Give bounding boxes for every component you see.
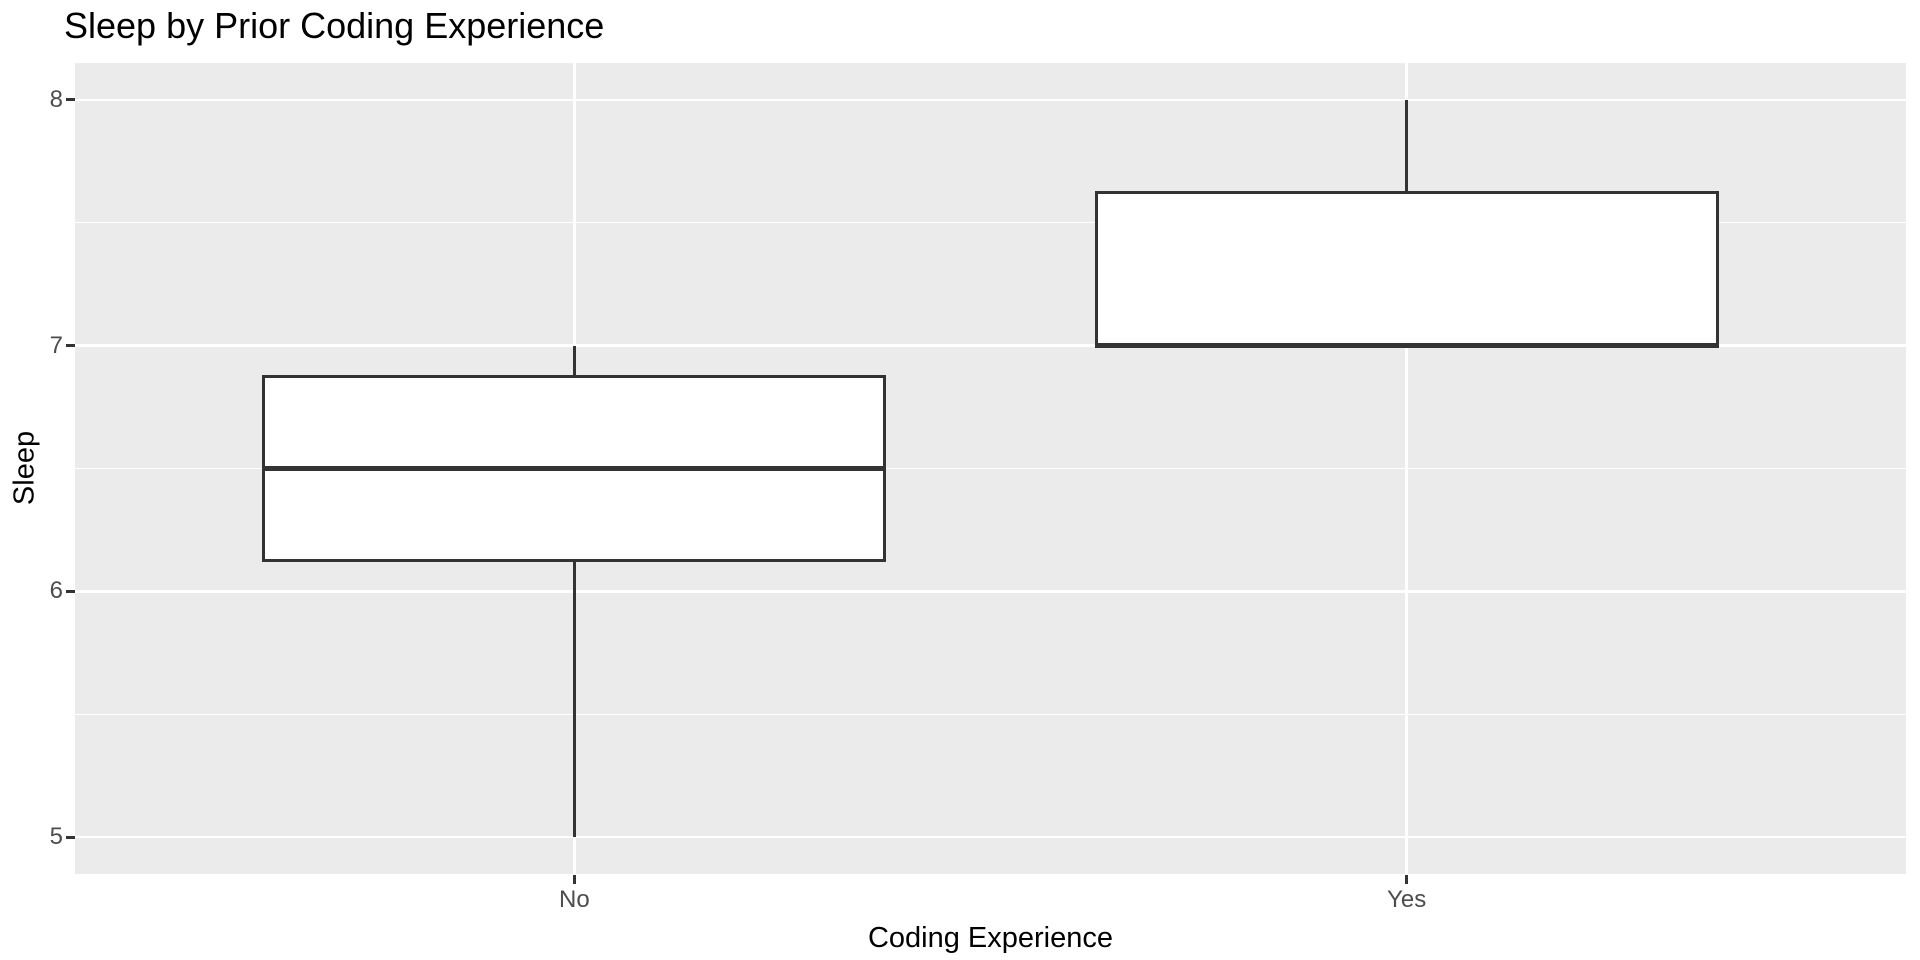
x-tick-mark [1405, 875, 1409, 884]
y-tick-mark [66, 98, 75, 102]
y-tick-mark [66, 589, 75, 593]
x-tick-label: No [559, 886, 590, 913]
plot-panel [75, 63, 1906, 874]
box-yes [1094, 190, 1719, 348]
major-gridline [75, 98, 1906, 102]
major-gridline [75, 590, 1906, 593]
minor-gridline [75, 221, 1906, 224]
category-gridline [1405, 63, 1408, 874]
median-line-yes [1094, 343, 1719, 349]
median-line-no [262, 466, 887, 471]
x-axis-title: Coding Experience [867, 922, 1114, 954]
x-tick-mark [572, 875, 576, 884]
lower-whisker [572, 560, 576, 838]
minor-gridline [75, 713, 1906, 715]
y-tick-label: 7 [49, 331, 63, 359]
y-axis-title-text: Sleep [8, 430, 41, 506]
y-tick-mark [66, 344, 75, 348]
y-tick-mark [66, 835, 75, 839]
y-tick-label: 5 [49, 823, 63, 851]
x-tick-label: Yes [1387, 886, 1427, 913]
major-gridline [75, 835, 1906, 839]
major-gridline [75, 344, 1906, 347]
y-tick-label: 8 [49, 85, 63, 113]
upper-whisker [1405, 99, 1409, 193]
chart-title: Sleep by Prior Coding Experience [64, 5, 605, 46]
upper-whisker [572, 345, 576, 377]
minor-gridline [75, 467, 1906, 470]
y-tick-label: 6 [49, 577, 63, 605]
